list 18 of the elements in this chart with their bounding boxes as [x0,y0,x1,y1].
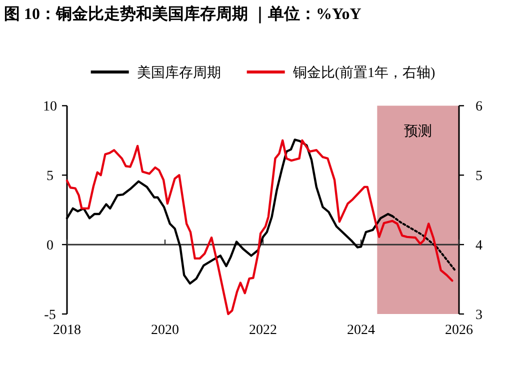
legend-label: 铜金比(前置1年，右轴) [292,65,436,81]
legend-label: 美国库存周期 [136,65,221,81]
x-tick-label: 2020 [151,323,179,338]
x-tick-label: 2018 [53,323,81,338]
x-tick-label: 2026 [445,323,473,338]
x-tick-label: 2022 [249,323,277,338]
y2-tick-label: 5 [476,169,482,184]
y2-tick-label: 3 [476,308,482,323]
y-tick-label: 5 [46,169,54,184]
chart-title: 图 10：铜金比走势和美国库存周期 ｜单位：%YoY [4,4,362,24]
y2-tick-label: 6 [476,100,482,115]
line-series [66,139,454,316]
band-label: 预测 [404,124,432,140]
y-tick-label: 10 [43,100,57,115]
y2-tick-label: 4 [476,238,482,254]
x-tick-label: 2024 [347,323,375,338]
y-tick-label: 0 [46,238,54,254]
y-tick-label: -5 [44,308,56,323]
